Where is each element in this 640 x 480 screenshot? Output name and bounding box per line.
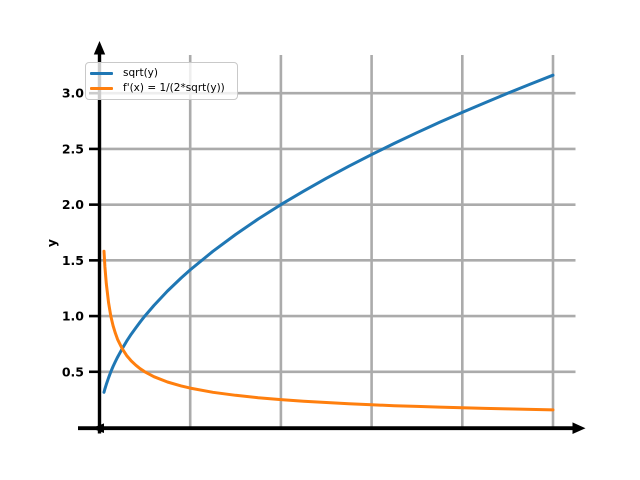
x-axis-origin-arrowhead bbox=[91, 423, 104, 433]
legend-item: f'(x) = 1/(2*sqrt(y)) bbox=[90, 81, 235, 96]
legend: sqrt(y) f'(x) = 1/(2*sqrt(y)) bbox=[85, 62, 238, 100]
curve-sqrt bbox=[102, 73, 555, 394]
y-axis-arrowhead bbox=[93, 41, 106, 55]
y-tick-label: 2.5 bbox=[62, 141, 84, 156]
legend-line-sample-derivative bbox=[90, 87, 113, 90]
y-tick-label: 1.0 bbox=[62, 309, 84, 324]
legend-line-sample-sqrt bbox=[90, 72, 113, 75]
y-tick-label: 3.0 bbox=[62, 86, 84, 101]
curve-derivative bbox=[102, 249, 555, 412]
axes bbox=[78, 41, 586, 434]
y-tick-label: 0.5 bbox=[62, 364, 84, 379]
gridlines bbox=[100, 55, 576, 427]
legend-item: sqrt(y) bbox=[90, 66, 235, 81]
y-axis-label: y bbox=[44, 239, 59, 247]
legend-label-derivative: f'(x) = 1/(2*sqrt(y)) bbox=[123, 82, 225, 95]
y-tick-label: 2.0 bbox=[62, 197, 84, 212]
y-ticks: 0.5 1.0 1.5 2.0 2.5 3.0 bbox=[62, 86, 101, 379]
x-axis-arrowhead bbox=[572, 422, 586, 434]
legend-label-sqrt: sqrt(y) bbox=[123, 67, 158, 80]
curves bbox=[102, 73, 555, 412]
y-tick-label: 1.5 bbox=[62, 253, 84, 268]
